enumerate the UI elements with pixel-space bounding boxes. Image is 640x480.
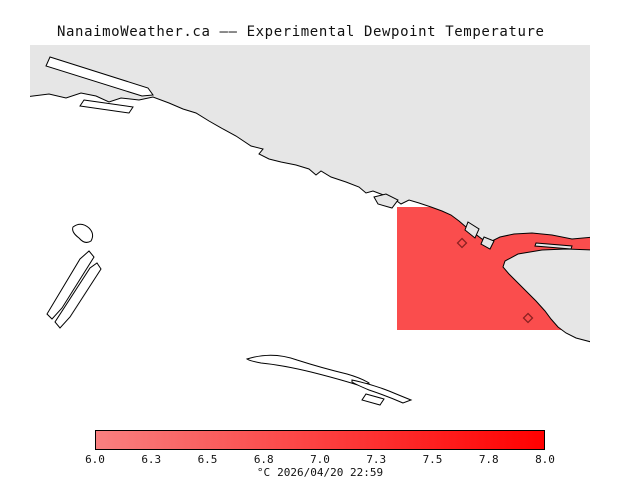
colorbar-tick-label: 7.0 xyxy=(310,453,330,466)
colorbar-tick-label: 8.0 xyxy=(535,453,555,466)
page-title: NanaimoWeather.ca —— Experimental Dewpoi… xyxy=(57,24,545,40)
colorbar-tick-label: 6.3 xyxy=(141,453,162,466)
island xyxy=(72,223,94,243)
colorbar-tick-label: 7.3 xyxy=(366,453,387,466)
colorbar-tick-label: 7.8 xyxy=(478,453,499,466)
map-layers xyxy=(30,45,590,406)
coast-south-landmass xyxy=(502,248,590,343)
colorbar-tick-label: 6.8 xyxy=(253,453,274,466)
timestamp-label: 2026/04/20 22:59 xyxy=(277,466,384,479)
island xyxy=(351,379,413,404)
channel-island xyxy=(534,242,573,250)
colorbar-tick-label: 6.5 xyxy=(197,453,218,466)
colorbar-tick-label: 6.0 xyxy=(85,453,105,466)
island xyxy=(54,262,102,329)
island xyxy=(373,193,399,209)
island xyxy=(79,99,134,114)
island xyxy=(245,354,371,387)
peninsula xyxy=(464,221,480,239)
island xyxy=(46,250,95,320)
peninsula xyxy=(480,236,495,250)
colorbar xyxy=(95,430,545,450)
station-marker xyxy=(456,237,468,249)
colorbar-tick-label: 7.5 xyxy=(422,453,443,466)
inlet xyxy=(45,56,154,97)
mainland-north xyxy=(30,45,590,243)
unit-label: °C xyxy=(256,466,271,479)
island xyxy=(361,393,385,406)
colorbar-caption: °C 2026/04/20 22:59 xyxy=(0,466,640,479)
colorbar-ticks: 6.0 6.3 6.5 6.8 7.0 7.3 7.5 7.8 8.0 xyxy=(85,453,555,466)
station-marker xyxy=(522,312,534,324)
